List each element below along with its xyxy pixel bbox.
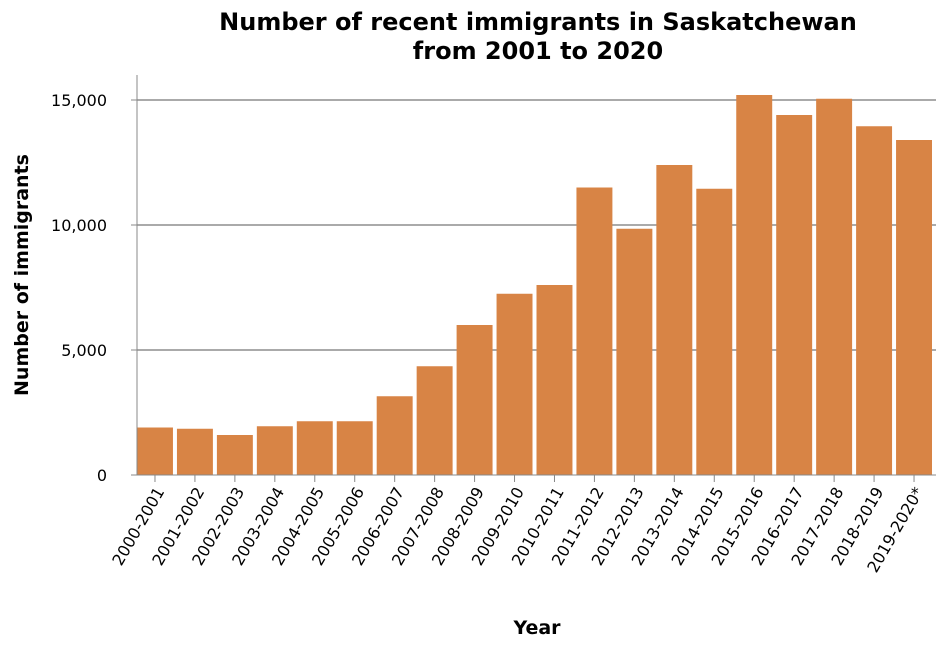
bar	[137, 427, 173, 475]
chart-title-line-1: Number of recent immigrants in Saskatche…	[219, 8, 857, 36]
bar	[856, 126, 893, 475]
bar	[416, 366, 453, 475]
bar	[176, 428, 213, 475]
bar	[656, 165, 693, 475]
bar	[896, 140, 933, 475]
y-tick-label: 15,000	[51, 91, 107, 110]
x-tick-labels: 2000-20012001-20022002-20032003-20042004…	[108, 475, 927, 576]
axes	[136, 75, 936, 476]
bar	[536, 285, 573, 475]
bar	[776, 115, 813, 475]
y-tick-labels: 0 5,000 10,000 15,000	[51, 91, 137, 485]
bar	[296, 421, 333, 475]
x-axis-title: Year	[512, 617, 561, 639]
bar	[496, 293, 533, 475]
bar	[816, 98, 853, 475]
bar	[576, 187, 613, 475]
bar	[376, 396, 413, 475]
y-axis-title: Number of immigrants	[11, 154, 33, 396]
y-tick-label: 5,000	[61, 341, 107, 360]
bar	[256, 426, 293, 475]
bar	[736, 95, 773, 475]
bar	[696, 188, 733, 475]
bar	[336, 421, 373, 475]
bar	[456, 325, 493, 475]
bar	[216, 435, 253, 475]
y-tick-label: 0	[97, 466, 107, 485]
bar	[616, 228, 653, 475]
bars	[137, 95, 933, 475]
y-tick-label: 10,000	[51, 216, 107, 235]
chart-title-line-2: from 2001 to 2020	[413, 37, 663, 65]
